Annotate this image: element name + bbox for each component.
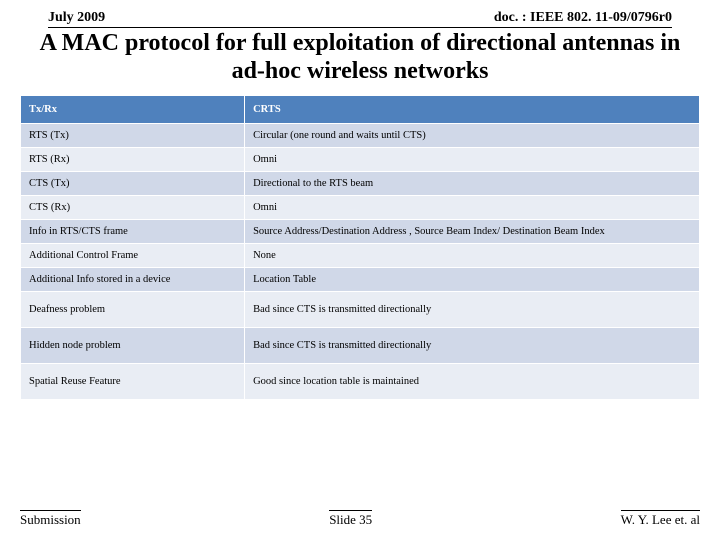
table-cell: Source Address/Destination Address , Sou… [245, 220, 700, 244]
table-cell: Additional Info stored in a device [21, 268, 245, 292]
table-cell: Bad since CTS is transmitted directional… [245, 328, 700, 364]
header-date: July 2009 [48, 10, 105, 26]
table-row: RTS (Tx)Circular (one round and waits un… [21, 124, 700, 148]
table-cell: None [245, 244, 700, 268]
slide-footer: Submission Slide 35 W. Y. Lee et. al [20, 510, 700, 528]
footer-left: Submission [20, 510, 81, 528]
footer-right: W. Y. Lee et. al [621, 510, 700, 528]
table-row: Additional Control FrameNone [21, 244, 700, 268]
table-cell: Directional to the RTS beam [245, 172, 700, 196]
table-row: CTS (Rx)Omni [21, 196, 700, 220]
table-cell: Circular (one round and waits until CTS) [245, 124, 700, 148]
table-header-row: Tx/Rx CRTS [21, 96, 700, 124]
table-cell: CTS (Tx) [21, 172, 245, 196]
slide-title: A MAC protocol for full exploitation of … [38, 30, 682, 85]
table-row: Spatial Reuse FeatureGood since location… [21, 364, 700, 400]
table-cell: Bad since CTS is transmitted directional… [245, 292, 700, 328]
table-cell: Deafness problem [21, 292, 245, 328]
slide-header: July 2009 doc. : IEEE 802. 11-09/0796r0 [48, 10, 672, 28]
table-cell: Spatial Reuse Feature [21, 364, 245, 400]
table-row: Info in RTS/CTS frameSource Address/Dest… [21, 220, 700, 244]
table-row: Hidden node problemBad since CTS is tran… [21, 328, 700, 364]
table-cell: Omni [245, 196, 700, 220]
table-cell: CTS (Rx) [21, 196, 245, 220]
table-header-cell: Tx/Rx [21, 96, 245, 124]
protocol-table: Tx/Rx CRTS RTS (Tx)Circular (one round a… [20, 95, 700, 400]
table-header-cell: CRTS [245, 96, 700, 124]
table-cell: Additional Control Frame [21, 244, 245, 268]
table-row: CTS (Tx)Directional to the RTS beam [21, 172, 700, 196]
table-cell: RTS (Rx) [21, 148, 245, 172]
table-cell: Omni [245, 148, 700, 172]
table-row: RTS (Rx)Omni [21, 148, 700, 172]
footer-center: Slide 35 [329, 510, 372, 528]
table-cell: Info in RTS/CTS frame [21, 220, 245, 244]
table-cell: Location Table [245, 268, 700, 292]
table-cell: RTS (Tx) [21, 124, 245, 148]
table-row: Additional Info stored in a deviceLocati… [21, 268, 700, 292]
header-docref: doc. : IEEE 802. 11-09/0796r0 [494, 10, 672, 26]
table-cell: Hidden node problem [21, 328, 245, 364]
table-row: Deafness problemBad since CTS is transmi… [21, 292, 700, 328]
table-cell: Good since location table is maintained [245, 364, 700, 400]
